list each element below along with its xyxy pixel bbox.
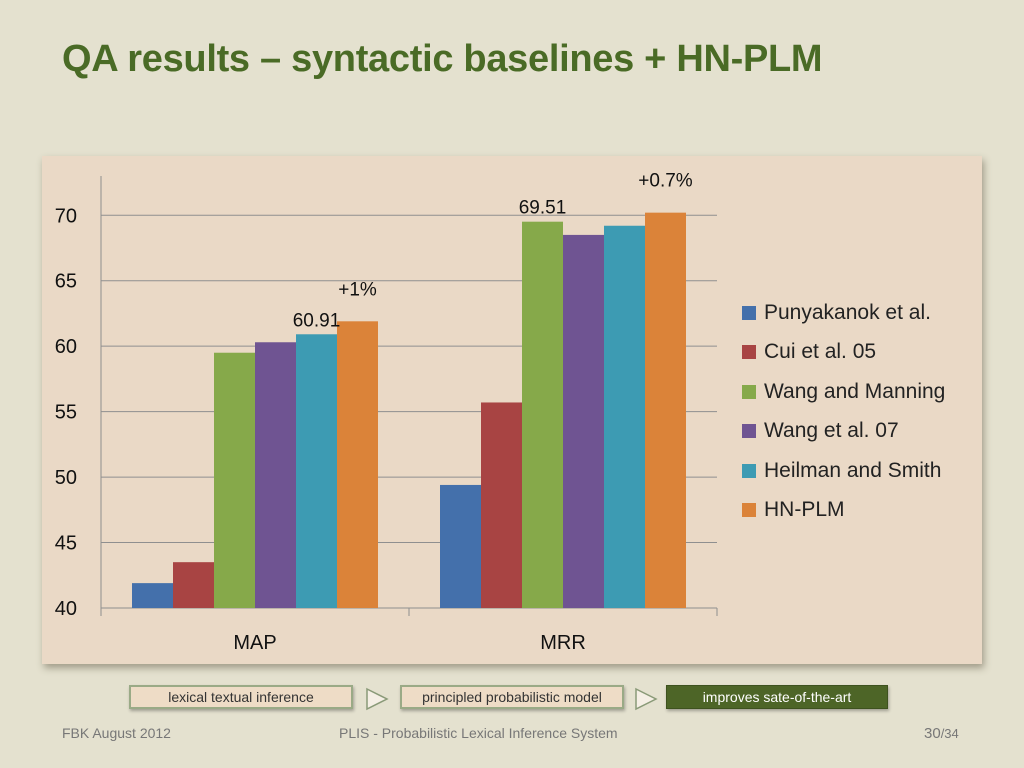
page-number: 30/34 [924, 725, 959, 742]
data-label: 69.51 [519, 198, 567, 219]
page-total: /34 [940, 726, 959, 741]
bar [440, 484, 481, 608]
bar [481, 402, 522, 608]
page-current: 30 [924, 725, 941, 742]
flow-step-2: principled probabilistic model [400, 685, 624, 709]
bar [214, 352, 255, 608]
legend-swatch [742, 424, 756, 439]
bar [604, 225, 645, 608]
y-tick-label: 70 [55, 205, 77, 227]
legend-swatch [742, 463, 756, 478]
legend-label: HN-PLM [764, 498, 845, 522]
legend-item: Wang and Manning [742, 372, 945, 412]
legend-label: Cui et al. 05 [764, 340, 877, 364]
legend-item: Heilman and Smith [742, 451, 945, 491]
y-tick-label: 60 [55, 336, 77, 358]
legend-item: Wang et al. 07 [742, 412, 945, 452]
chart-legend: Punyakanok et al. Cui et al. 05 Wang and M… [742, 293, 945, 530]
y-tick-label: 65 [55, 271, 77, 293]
bar [296, 334, 337, 608]
data-label: +0.7% [638, 171, 693, 192]
y-tick-label: 50 [55, 467, 77, 489]
flow-arrow-icon [366, 687, 389, 711]
flow-step-1: lexical textual inference [129, 685, 353, 709]
footer-date: FBK August 2012 [62, 725, 171, 741]
bar [132, 583, 173, 608]
slide-title: QA results – syntactic baselines + HN-PL… [62, 38, 823, 80]
legend-item: Punyakanok et al. [742, 293, 945, 333]
legend-label: Wang and Manning [764, 379, 946, 403]
y-tick-label: 40 [55, 598, 77, 620]
data-label: 60.91 [293, 310, 341, 331]
y-tick-label: 55 [55, 402, 77, 424]
legend-label: Heilman and Smith [764, 458, 942, 482]
footer-title: PLIS - Probabilistic Lexical Inference S… [339, 725, 618, 741]
x-tick-label: MAP [233, 632, 276, 654]
flow-arrow-icon [635, 687, 658, 711]
flow-step-3: improves sate-of-the-art [666, 685, 888, 709]
data-label: +1% [338, 279, 377, 300]
chart-panel: 40 45 50 55 60 65 70 MAP MRR 60.91 +1% 69.51 +0.7% P… [42, 156, 982, 664]
bar-chart: 40 45 50 55 60 65 70 MAP MRR 60.91 +1% 69.51 +0.7% [55, 171, 718, 654]
bar [563, 234, 604, 608]
legend-swatch [742, 384, 756, 399]
y-tick-label: 45 [55, 533, 77, 555]
legend-label: Wang et al. 07 [764, 419, 899, 443]
legend-item: HN-PLM [742, 491, 945, 531]
legend-swatch [742, 503, 756, 518]
bar [255, 342, 296, 608]
legend-label: Punyakanok et al. [764, 300, 931, 324]
legend-swatch [742, 345, 756, 360]
legend-item: Cui et al. 05 [742, 333, 945, 373]
legend-swatch [742, 305, 756, 320]
bar [173, 562, 214, 608]
bar [645, 212, 686, 608]
flow-diagram: lexical textual inference principled pro… [0, 685, 1024, 711]
x-tick-label: MRR [540, 632, 586, 654]
bar [522, 221, 563, 609]
bar [337, 321, 378, 608]
